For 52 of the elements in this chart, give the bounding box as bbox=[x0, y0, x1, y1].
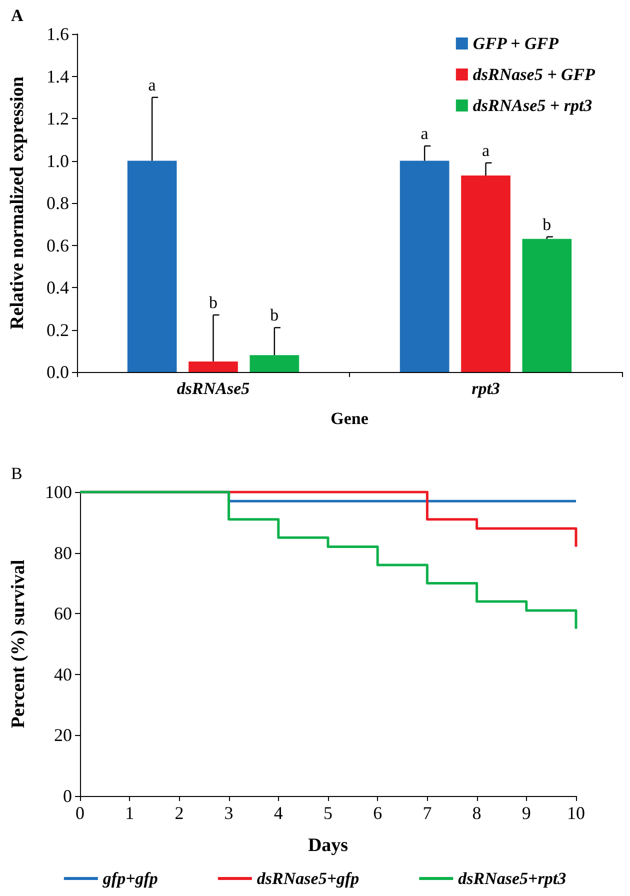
y-tick-label: 100 bbox=[45, 482, 72, 502]
y-tick-label: 0.6 bbox=[46, 235, 69, 256]
y-tick-label: 40 bbox=[54, 664, 72, 684]
x-tick-label: 0 bbox=[76, 803, 84, 823]
legend-label: GFP + GFP bbox=[472, 34, 560, 53]
y-tick-label: 20 bbox=[54, 725, 72, 746]
x-tick-label: 7 bbox=[422, 803, 432, 823]
legend-label: gfp+gfp bbox=[102, 869, 158, 888]
x-axis-title: Days bbox=[308, 835, 348, 856]
y-tick-label: 0.2 bbox=[46, 320, 69, 340]
annotation: b bbox=[209, 292, 218, 312]
x-tick-label: 9 bbox=[522, 803, 531, 823]
annotation: a bbox=[148, 75, 156, 94]
y-tick-label: 80 bbox=[54, 542, 72, 563]
bar bbox=[250, 355, 300, 372]
y-tick-label: 60 bbox=[54, 604, 72, 624]
y-axis-title: Relative normalized expression bbox=[7, 76, 28, 330]
y-tick-label: 0.0 bbox=[46, 362, 69, 382]
annotation: b bbox=[270, 306, 279, 325]
chart-title: A bbox=[11, 6, 24, 25]
legend-label: dsRNase5 + GFP bbox=[472, 65, 596, 84]
annotation: b bbox=[542, 214, 552, 234]
y-axis-title: Percent (%) survival bbox=[8, 560, 29, 728]
bar bbox=[188, 361, 238, 372]
x-tick-label: rpt3 bbox=[472, 379, 500, 398]
y-tick-label: 0 bbox=[63, 786, 72, 806]
bar bbox=[400, 160, 450, 372]
legend-label: dsRNase5+gfp bbox=[256, 869, 360, 888]
bar bbox=[522, 238, 572, 372]
bar bbox=[461, 176, 510, 372]
annotation: a bbox=[482, 140, 490, 160]
x-tick-label: 1 bbox=[125, 803, 134, 823]
chart-title: B bbox=[11, 464, 22, 483]
y-tick-label: 0.8 bbox=[46, 193, 69, 213]
y-tick-label: 1.2 bbox=[46, 108, 69, 128]
x-tick-label: 10 bbox=[567, 803, 585, 823]
x-tick-label: 3 bbox=[224, 803, 234, 823]
legend-label: dsRNAse5 + rpt3 bbox=[472, 96, 593, 115]
x-tick-label: 4 bbox=[274, 803, 283, 823]
x-tick-label: 8 bbox=[472, 803, 482, 823]
x-tick-label: 5 bbox=[324, 803, 332, 823]
y-tick-label: 1.0 bbox=[46, 150, 69, 171]
y-tick-label: 1.6 bbox=[46, 24, 69, 44]
annotation: a bbox=[420, 124, 429, 143]
y-tick-label: 1.4 bbox=[46, 66, 69, 86]
bar bbox=[127, 160, 177, 372]
x-tick-label: 2 bbox=[174, 803, 184, 823]
x-tick-label: 6 bbox=[373, 803, 382, 823]
y-tick-label: 0.4 bbox=[46, 278, 69, 298]
x-axis-title: Gene bbox=[330, 409, 369, 428]
legend-label: dsRNase5+rpt3 bbox=[458, 869, 567, 888]
x-tick-label: dsRNAse5 bbox=[176, 379, 250, 398]
